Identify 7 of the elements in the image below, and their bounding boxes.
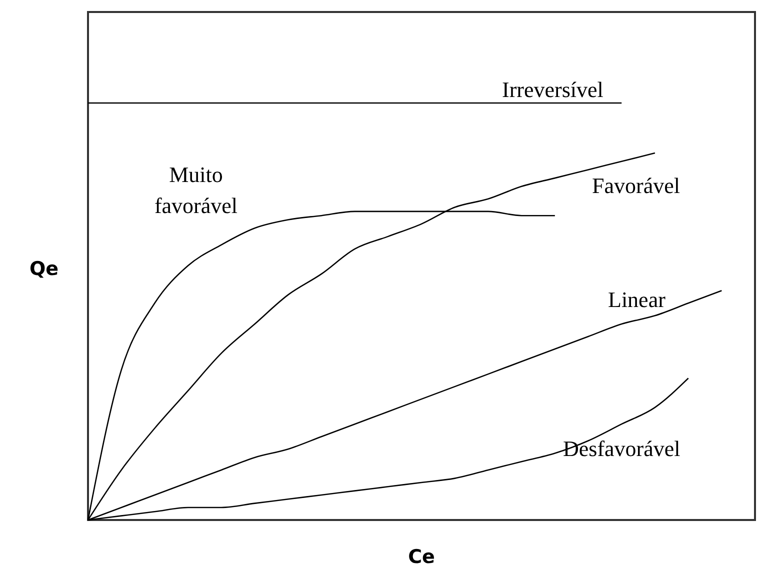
- series-label: Irreversível: [502, 77, 604, 102]
- y-axis-title: Qe: [29, 258, 59, 280]
- series-label: Linear: [608, 287, 666, 312]
- series-label: Desfavorável: [563, 436, 680, 461]
- series-label: Favorável: [592, 173, 680, 198]
- series-label: Muito favorável: [154, 162, 238, 218]
- x-axis-title: Ce: [408, 546, 435, 568]
